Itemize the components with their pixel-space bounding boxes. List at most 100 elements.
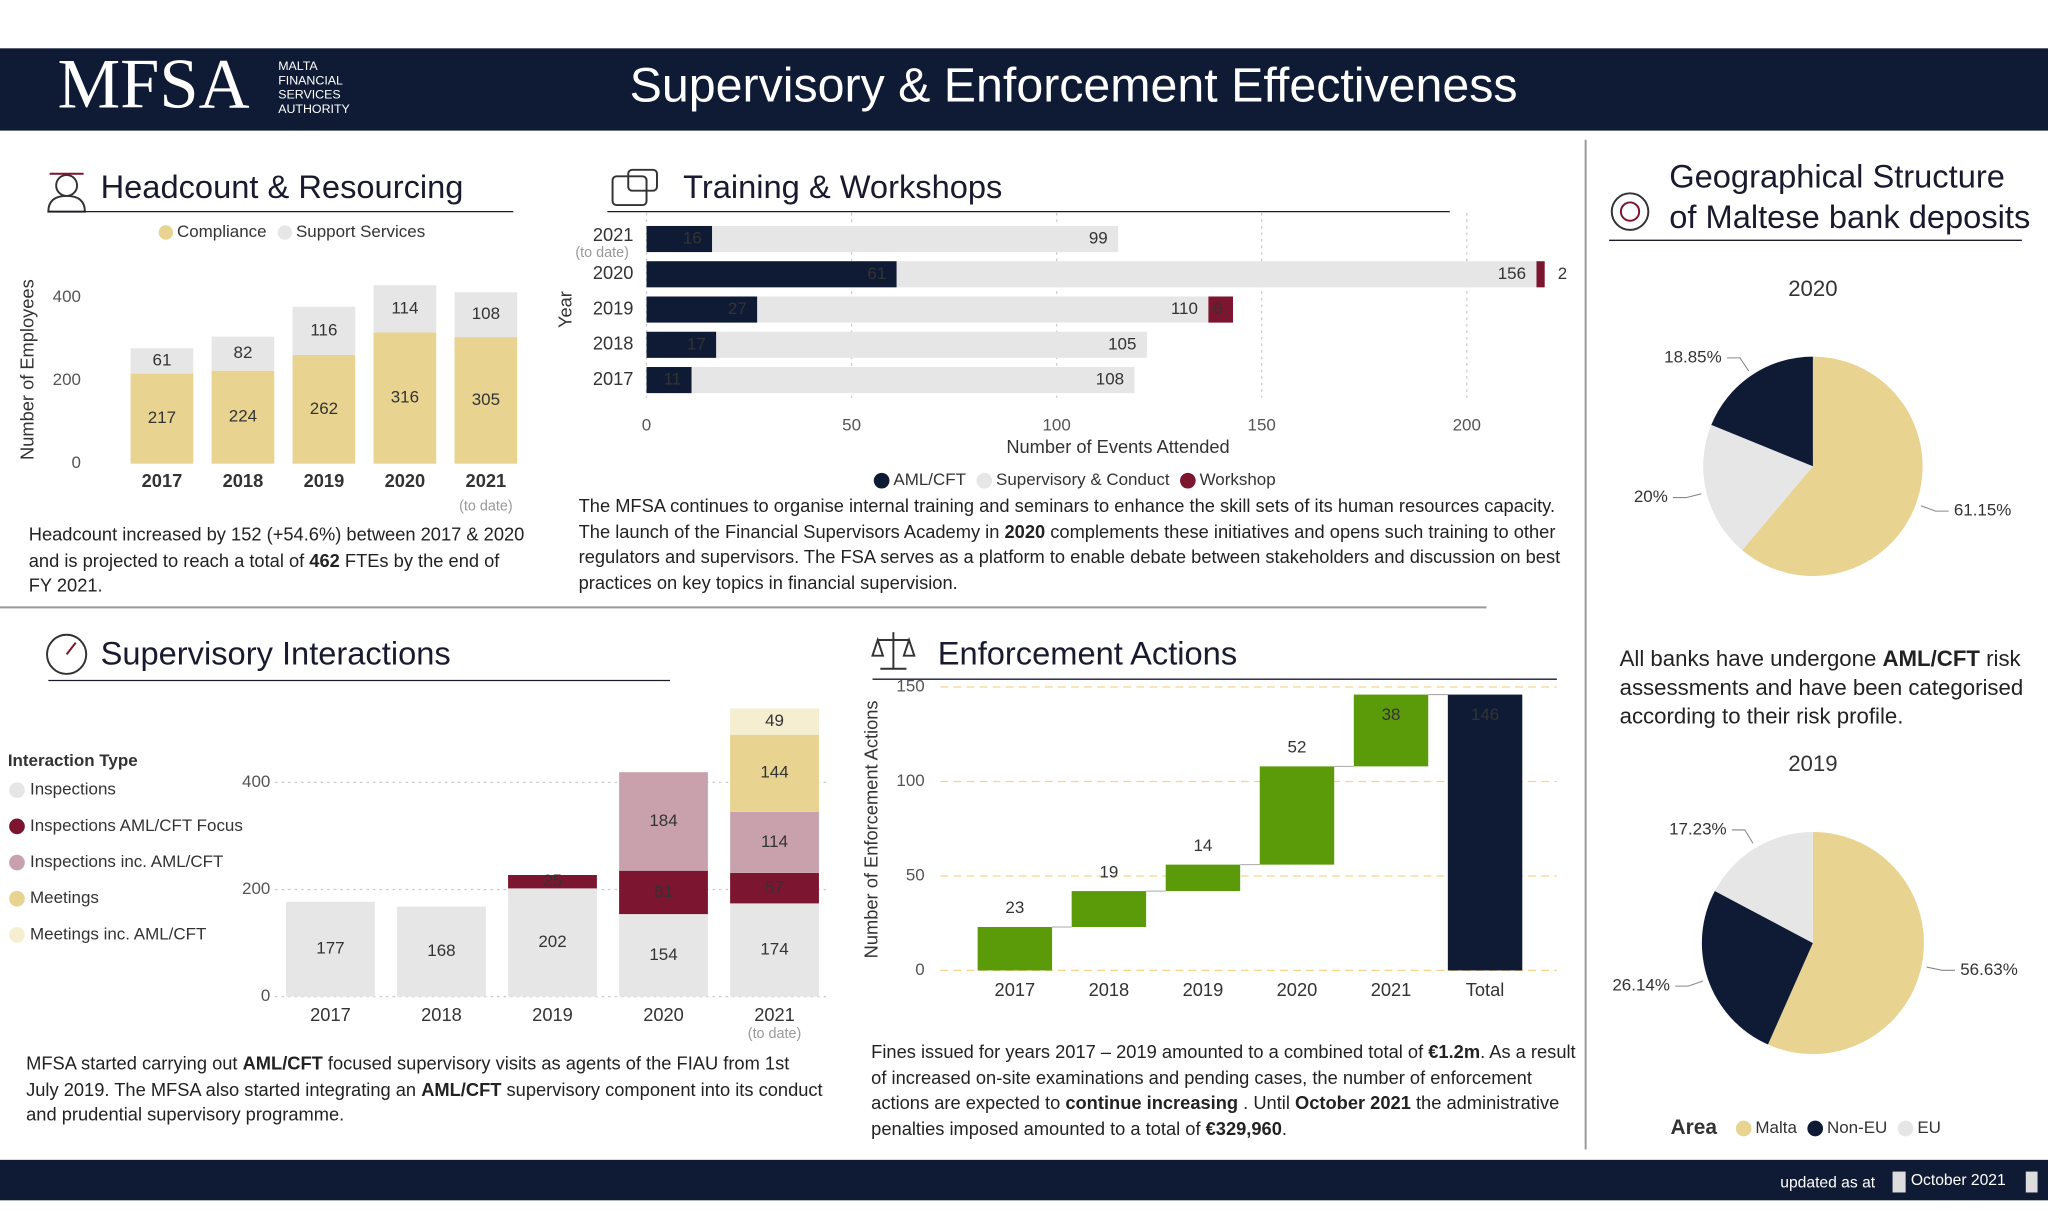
logo-line: SERVICES	[278, 88, 340, 102]
data-label: 49	[765, 711, 784, 730]
legend-label: Compliance	[177, 222, 267, 241]
leader-line	[1675, 980, 1704, 987]
data-label: 99	[1089, 229, 1108, 248]
text: All banks have undergone	[1619, 646, 1883, 672]
data-label: 61	[867, 264, 886, 283]
legend-swatch	[9, 782, 25, 799]
data-label: 217	[148, 408, 176, 427]
bar	[1165, 864, 1241, 892]
bar-segment	[397, 906, 486, 997]
legend-swatch	[9, 818, 25, 835]
bar-segment	[646, 331, 717, 358]
text: MFSA started carrying out	[26, 1052, 243, 1074]
bar-segment	[508, 875, 597, 889]
footer-box	[1892, 1171, 1906, 1193]
header-bar	[0, 48, 2048, 131]
bar-segment	[508, 888, 597, 997]
y-axis-label: Number of Employees	[17, 279, 38, 460]
legend-label: Non-EU	[1827, 1118, 1887, 1137]
y-axis-label: Year	[555, 291, 576, 328]
data-label: 174	[760, 939, 788, 958]
y-tick-label: 150	[896, 677, 924, 696]
bar-segment	[454, 292, 518, 338]
footer-date: October 2021	[1911, 1172, 2006, 1189]
data-label: 14	[1193, 836, 1212, 855]
data-label: 105	[1108, 334, 1136, 353]
data-label: 224	[229, 407, 257, 426]
pie-title: 2020	[1788, 276, 1837, 301]
y-tick-label: 50	[906, 865, 925, 884]
leader-line	[1731, 829, 1754, 844]
category-note: (to date)	[748, 1026, 801, 1042]
text: . As a result of increased on-site exami…	[871, 1040, 1576, 1114]
data-label: 108	[472, 304, 500, 323]
y-tick-label: 2021	[593, 224, 634, 245]
legend-swatch	[9, 927, 25, 943]
bold-text: October 2021	[1294, 1092, 1411, 1114]
category-note: (to date)	[459, 499, 512, 515]
pie-slice	[1703, 424, 1813, 551]
x-tick-label: 200	[1453, 415, 1481, 434]
x-tick-label: 100	[1042, 415, 1070, 434]
data-label: 26.14%	[1612, 976, 1670, 995]
page-title: Supervisory & Enforcement Effectiveness	[630, 59, 1518, 113]
data-label: 18.85%	[1664, 347, 1722, 366]
x-tick-label: 2021	[1371, 979, 1412, 1000]
data-label: 156	[1498, 264, 1526, 283]
y-axis-label: Number of Enforcement Actions	[860, 700, 881, 958]
x-tick-label: 2019	[1183, 979, 1224, 1000]
legend-label: Meetings inc. AML/CFT	[30, 924, 206, 943]
pie-slice	[1701, 890, 1813, 1045]
leader-line	[1673, 493, 1702, 499]
legend-label: Meetings	[30, 888, 99, 907]
bar-segment	[619, 772, 708, 871]
bar-segment	[1536, 261, 1545, 288]
bar-segment	[646, 367, 692, 394]
text: risk assessments and have been categoris…	[1619, 646, 2024, 729]
data-label: 316	[391, 388, 419, 407]
legend-title: Area	[1671, 1116, 1718, 1139]
data-label: 61.15%	[1954, 501, 2012, 520]
data-label: 25	[543, 871, 562, 890]
data-label: 146	[1471, 705, 1499, 724]
legend-swatch	[277, 225, 293, 240]
x-tick-label: 2020	[643, 1004, 684, 1025]
bold-text: AML/CFT	[1882, 646, 1980, 672]
legend-swatch	[158, 225, 174, 240]
x-tick-label: 2018	[1089, 979, 1130, 1000]
bar-segment	[730, 872, 819, 904]
pie-slice	[1711, 356, 1813, 467]
data-label: 23	[1005, 898, 1024, 917]
legend-label: EU	[1917, 1118, 1941, 1137]
legend-swatch	[1897, 1120, 1914, 1137]
data-label: 52	[1288, 738, 1307, 757]
section-title: Training & Workshops	[683, 168, 1002, 205]
data-label: 17	[687, 334, 706, 353]
bar-segment	[373, 285, 437, 333]
y-tick-label: 200	[242, 879, 270, 898]
x-tick-label: 2019	[532, 1004, 573, 1025]
bar-segment	[130, 373, 194, 464]
data-label: 6	[1213, 299, 1222, 318]
data-label: 108	[1096, 370, 1124, 389]
bar	[1259, 766, 1335, 865]
leader-line	[1726, 357, 1750, 372]
bold-text: 462	[309, 549, 340, 571]
data-label: 202	[538, 932, 566, 951]
data-label: 168	[427, 941, 455, 960]
text: . Until	[1238, 1092, 1295, 1114]
bar-segment	[757, 296, 1209, 323]
text: Headcount increased by 152 (+54.6%) betw…	[28, 523, 525, 571]
text: supervisory component into its conduct a…	[26, 1078, 823, 1125]
legend-label: Malta	[1755, 1118, 1797, 1137]
text: .	[1281, 1117, 1287, 1139]
text: the administrative penalties imposed amo…	[871, 1092, 1560, 1139]
bar-segment	[730, 903, 819, 997]
bar-segment	[286, 901, 375, 997]
paragraph: Fines issued for years 2017 – 2019 amoun…	[871, 1040, 1587, 1142]
paragraph: MFSA started carrying out AML/CFT focuse…	[26, 1051, 823, 1128]
pie-slice	[1742, 356, 1923, 576]
data-label: 56.63%	[1960, 960, 2018, 979]
x-axis-label: Number of Events Attended	[1006, 436, 1229, 457]
